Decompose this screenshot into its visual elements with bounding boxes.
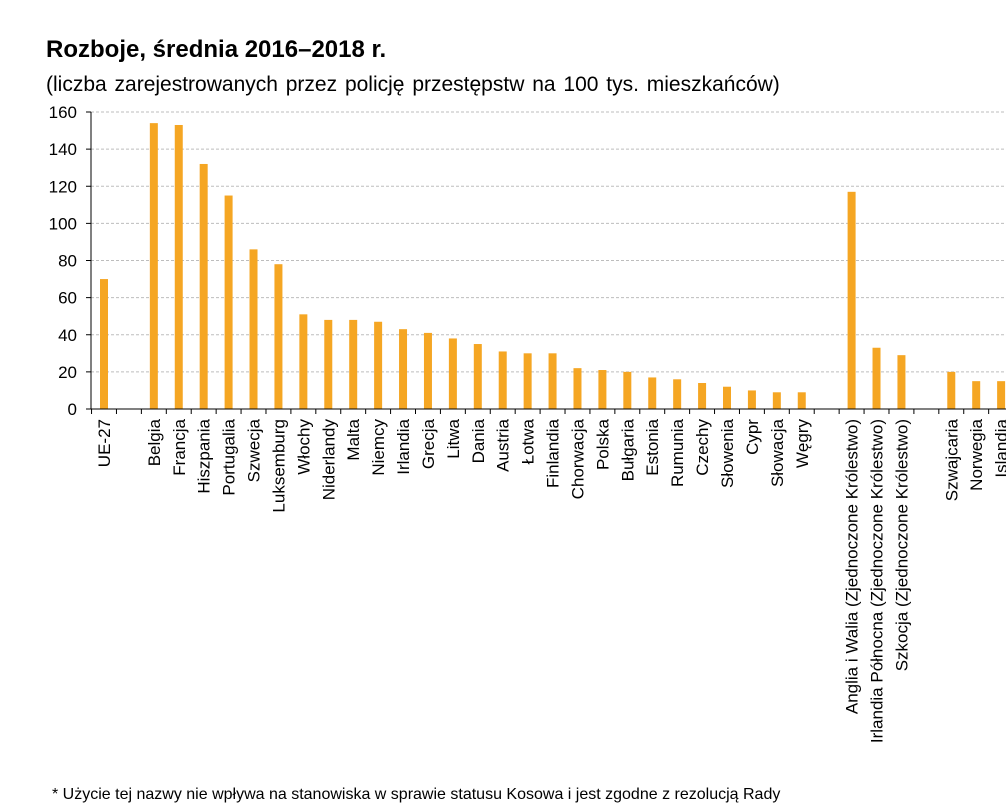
- x-category-label: Irlandia Północna (Zjednoczone Królestwo…: [868, 419, 887, 743]
- x-category-label: Czechy: [693, 419, 712, 476]
- x-category-label: Cypr: [743, 419, 762, 455]
- bar-niderlandy: [324, 319, 333, 409]
- bar-słowenia: [723, 386, 731, 409]
- y-tick-label: 60: [58, 289, 77, 308]
- x-category-label: Norwegia: [967, 418, 986, 490]
- x-category-label: Islandia: [992, 418, 1006, 477]
- y-tick-label: 100: [49, 214, 77, 233]
- bar-szwajcaria: [947, 371, 956, 409]
- footnote: * Użycie tej nazwy nie wpływa na stanowi…: [52, 786, 781, 803]
- bar-malta: [349, 319, 358, 409]
- bar-bułgaria: [623, 371, 632, 409]
- bar-ue-27: [100, 279, 108, 409]
- x-category-label: Szwajcaria: [942, 418, 961, 501]
- x-category-label: Litwa: [444, 418, 463, 458]
- x-category-label: Belgia: [145, 418, 164, 466]
- x-category-label: Hiszpania: [195, 418, 214, 493]
- bar-finlandia: [548, 353, 557, 409]
- bar-belgia: [149, 123, 158, 409]
- x-category-label: Malta: [344, 418, 363, 460]
- bar-litwa: [448, 338, 457, 409]
- x-category-label: Dania: [469, 418, 488, 463]
- x-category-label: Bułgaria: [618, 418, 637, 481]
- bar-islandia: [997, 381, 1006, 409]
- x-category-label: Słowacja: [768, 418, 787, 487]
- x-category-label: Grecja: [419, 418, 438, 469]
- chart-title: Rozboje, średnia 2016–2018 r.: [46, 36, 387, 63]
- x-category-label: Niderlandy: [319, 419, 338, 501]
- bar-portugalia: [224, 195, 233, 409]
- y-tick-label: 80: [58, 252, 77, 271]
- x-category-label: Polska: [593, 418, 612, 470]
- x-category-label: Łotwa: [519, 418, 538, 464]
- bar-niemcy: [374, 321, 383, 409]
- y-tick-label: 0: [68, 400, 77, 419]
- bar-włochy: [299, 314, 308, 409]
- bar-grecja: [423, 332, 432, 409]
- bar-norwegia: [972, 381, 981, 409]
- bar-hiszpania: [199, 163, 208, 409]
- y-tick-label: 20: [58, 363, 77, 382]
- x-category-label: Estonia: [643, 418, 662, 475]
- x-category-label: Austria: [494, 418, 513, 471]
- bar-estonia: [648, 377, 657, 409]
- bar-czechy: [698, 383, 707, 409]
- bar-austria: [498, 351, 507, 409]
- bar-irlandia-północna-zjednoczone-królestwo: [872, 347, 881, 409]
- bar-łotwa: [523, 353, 532, 409]
- x-category-label: Rumunia: [668, 418, 687, 487]
- x-category-label: Finlandia: [544, 418, 563, 488]
- y-tick-label: 160: [49, 103, 77, 122]
- bar-szkocja-zjednoczone-królestwo: [897, 355, 906, 409]
- bar-anglia-i-walia-zjednoczone-królestwo: [847, 191, 856, 409]
- bar-francja: [174, 124, 183, 410]
- x-category-label: Szkocja (Zjednoczone Królestwo): [892, 419, 911, 671]
- bar-polska: [598, 370, 607, 409]
- bar-luksemburg: [274, 264, 283, 409]
- y-tick-label: 140: [49, 140, 77, 159]
- bar-rumunia: [673, 379, 682, 409]
- bar-węgry: [797, 392, 806, 409]
- bar-słowacja: [772, 392, 781, 409]
- x-category-label: Włochy: [294, 419, 313, 475]
- x-category-label: UE-27: [95, 419, 114, 467]
- x-category-label: Słowenia: [718, 418, 737, 488]
- x-category-label: Szwecja: [245, 418, 264, 482]
- bar-irlandia: [399, 329, 408, 409]
- x-category-label: Niemcy: [369, 419, 388, 476]
- x-category-label: Luksemburg: [269, 419, 288, 513]
- x-category-label: Irlandia: [394, 418, 413, 474]
- y-tick-label: 120: [49, 177, 77, 196]
- bar-chorwacja: [573, 368, 582, 409]
- x-category-label: Portugalia: [220, 418, 239, 495]
- bar-cypr: [747, 390, 756, 409]
- y-tick-label: 40: [58, 326, 77, 345]
- x-category-label: Anglia i Walia (Zjednoczone Królestwo): [843, 419, 862, 714]
- x-category-label: Chorwacja: [568, 418, 587, 499]
- bar-dania: [473, 344, 482, 409]
- x-category-label: Węgry: [793, 419, 812, 469]
- x-category-label: Francja: [170, 418, 189, 475]
- chart-subtitle: (liczba zarejestrowanych przez policję p…: [46, 73, 780, 96]
- bar-szwecja: [249, 249, 258, 409]
